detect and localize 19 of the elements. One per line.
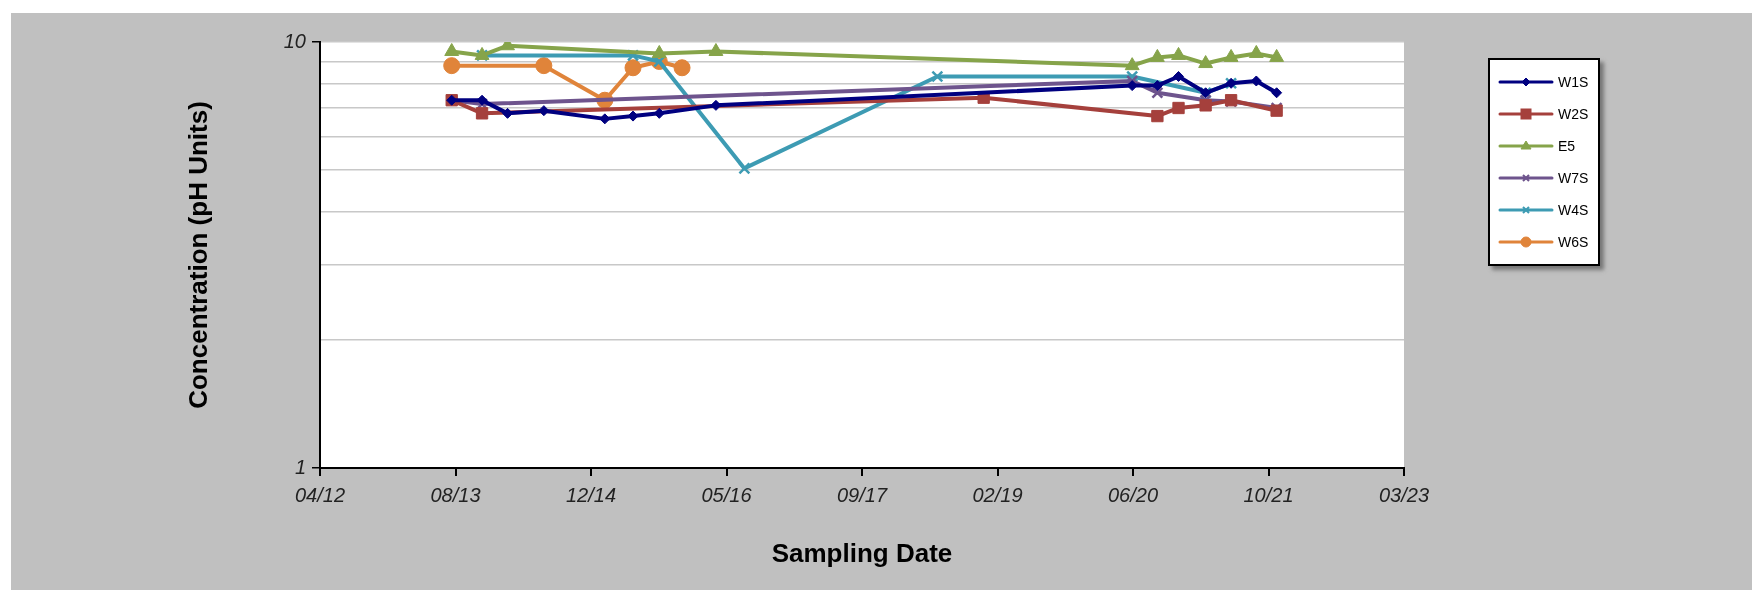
y-axis-title: Concentration (pH Units) [182,101,213,409]
legend-label: W1S [1558,74,1589,90]
legend-label: W7S [1558,170,1589,186]
x-tick-label: 08/13 [430,483,481,506]
legend-label: W2S [1558,106,1589,122]
legend-label: E5 [1558,138,1576,154]
x-axis-title: Sampling Date [771,537,953,568]
x-tick-label: 05/16 [701,483,753,506]
x-tick-label: 06/20 [1107,483,1159,506]
x-tick-label: 10/21 [1243,483,1294,506]
legend-label: W6S [1558,234,1589,250]
x-tick-label: 12/14 [565,483,617,506]
legend-label: W4S [1558,202,1589,218]
x-tick-label: 03/23 [1378,483,1430,506]
x-tick-label: 09/17 [836,483,888,506]
x-tick-label: 02/19 [972,483,1023,506]
x-tick-label: 04/12 [294,483,346,506]
y-tick-label: 1 [294,455,306,478]
y-tick-label: 10 [283,29,306,52]
